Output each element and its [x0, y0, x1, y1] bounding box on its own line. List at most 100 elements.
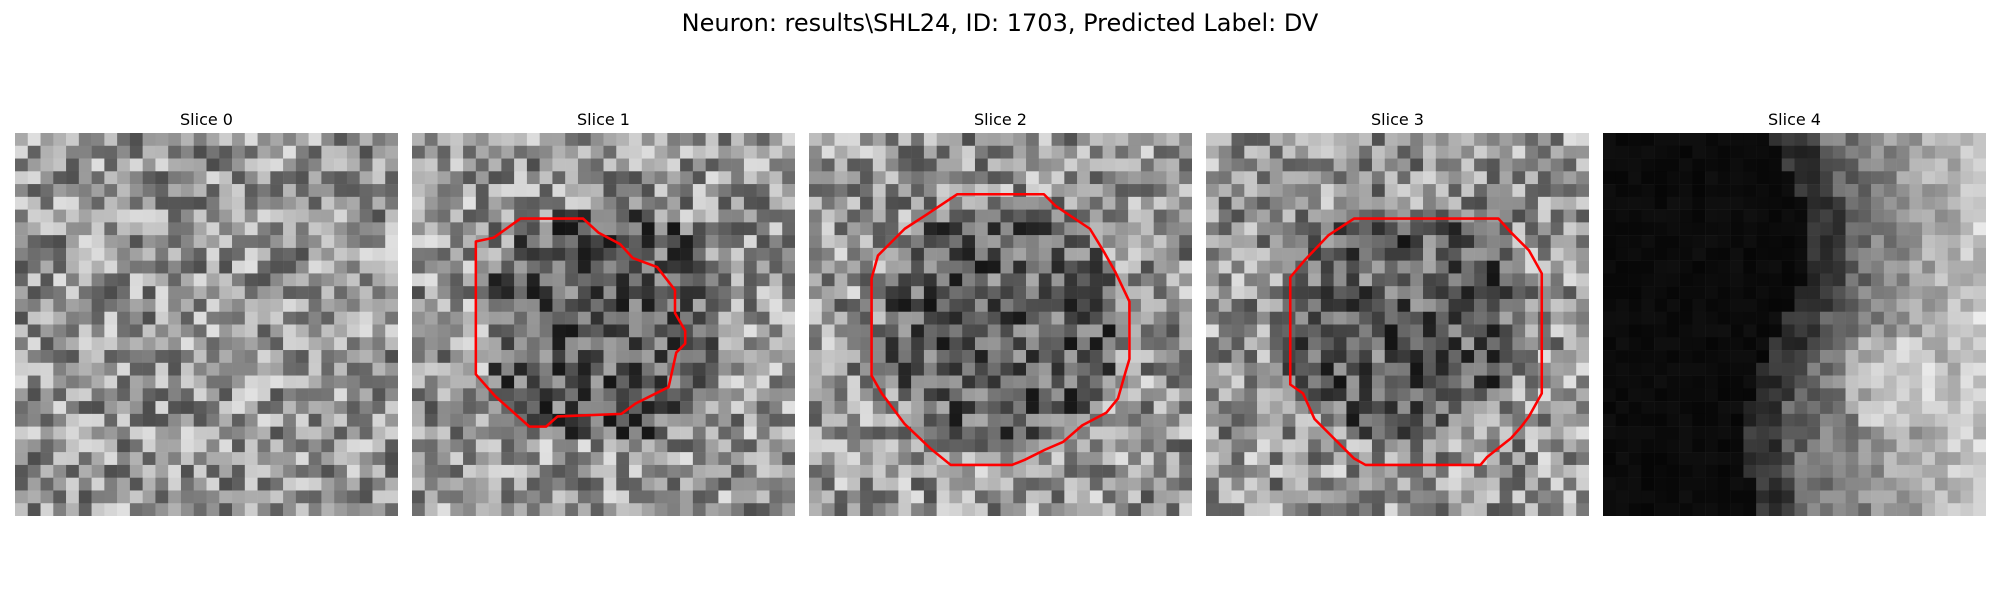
pixel [1883, 401, 1897, 415]
pixel [847, 452, 861, 466]
pixel [1563, 350, 1577, 364]
pixel [129, 158, 143, 172]
pixel [629, 298, 643, 312]
pixel [1423, 184, 1437, 198]
pixel [1308, 273, 1322, 287]
pixel [769, 247, 783, 261]
pixel [1576, 273, 1589, 287]
pixel [1628, 490, 1642, 504]
pixel [1947, 298, 1961, 312]
pixel [1320, 286, 1334, 300]
pixel [270, 298, 284, 312]
pixel [244, 337, 258, 351]
pixel [193, 362, 207, 376]
pixel [1794, 324, 1808, 338]
pixel [1628, 401, 1642, 415]
pixel [1781, 413, 1795, 427]
pixel [283, 490, 297, 504]
pixel [616, 324, 630, 338]
pixel [27, 184, 41, 198]
pixel [987, 375, 1001, 389]
pixel [1397, 503, 1411, 516]
pixel [488, 324, 502, 338]
pixel [834, 439, 848, 453]
pixel [488, 158, 502, 172]
pixel [1832, 503, 1846, 516]
pixel [1371, 158, 1385, 172]
pixel [860, 477, 874, 491]
pixel [1628, 362, 1642, 376]
pixel [590, 184, 604, 198]
pixel [974, 490, 988, 504]
pixel [1051, 464, 1065, 478]
pixel [1371, 209, 1385, 223]
pixel [206, 209, 220, 223]
pixel [463, 452, 477, 466]
pixel [1423, 401, 1437, 415]
pixel [834, 209, 848, 223]
pixel [1883, 273, 1897, 287]
pixel [1922, 426, 1936, 440]
pixel [1371, 490, 1385, 504]
pixel [334, 337, 348, 351]
pixel [180, 413, 194, 427]
pixel [539, 273, 553, 287]
pixel [1743, 298, 1757, 312]
pixel [1026, 464, 1040, 478]
pixel [1934, 362, 1948, 376]
pixel [1102, 222, 1116, 236]
pixel [1371, 464, 1385, 478]
pixel [1115, 286, 1129, 300]
pixel [1397, 260, 1411, 274]
pixel [526, 196, 540, 210]
pixel [1166, 452, 1180, 466]
pixel [334, 311, 348, 325]
pixel [898, 439, 912, 453]
pixel [1308, 324, 1322, 338]
pixel [1486, 260, 1500, 274]
pixel [809, 222, 823, 236]
pixel [577, 171, 591, 185]
pixel [1743, 413, 1757, 427]
pixel [743, 324, 757, 338]
pixel [1077, 490, 1091, 504]
pixel [923, 158, 937, 172]
pixel [1140, 260, 1154, 274]
pixel [1512, 209, 1526, 223]
pixel [667, 235, 681, 249]
pixel [295, 388, 309, 402]
pixel [1871, 298, 1885, 312]
pixel [334, 375, 348, 389]
pixel [104, 464, 118, 478]
pixel [1922, 158, 1936, 172]
pixel [1461, 171, 1475, 185]
pixel [911, 298, 925, 312]
pixel [1269, 362, 1283, 376]
pixel [129, 337, 143, 351]
pixel [1781, 426, 1795, 440]
pixel [1537, 337, 1551, 351]
pixel [1973, 490, 1986, 504]
pixel [1166, 401, 1180, 415]
pixel [1934, 171, 1948, 185]
pixel [705, 260, 719, 274]
pixel [193, 196, 207, 210]
pixel [1026, 260, 1040, 274]
pixel [1512, 490, 1526, 504]
pixel [1153, 133, 1167, 147]
pixel [168, 401, 182, 415]
pixel [1244, 311, 1258, 325]
pixel [66, 324, 80, 338]
pixel [705, 273, 719, 287]
pixel [1102, 490, 1116, 504]
pixel [1359, 260, 1373, 274]
pixel [334, 464, 348, 478]
pixel [1231, 286, 1245, 300]
pixel [872, 452, 886, 466]
pixel [1128, 133, 1142, 147]
pixel [1064, 337, 1078, 351]
pixel [641, 324, 655, 338]
pixel [629, 362, 643, 376]
pixel [1550, 439, 1564, 453]
pixel [283, 222, 297, 236]
